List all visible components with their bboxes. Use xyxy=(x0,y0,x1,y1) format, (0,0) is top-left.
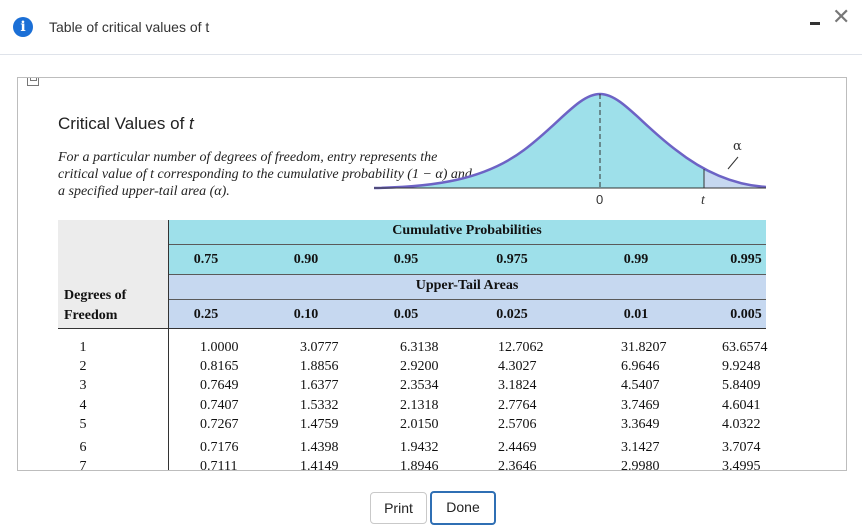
cumulative-band xyxy=(168,220,766,244)
value-cell: 1.8856 xyxy=(300,359,339,374)
cumulative-values-band xyxy=(168,244,766,274)
copy-icon[interactable] xyxy=(27,78,39,86)
value-cell: 3.1824 xyxy=(498,378,537,393)
value-cell: 1.9432 xyxy=(400,440,439,455)
value-cell: 3.1427 xyxy=(621,440,660,455)
upper-tail-header: Upper-Tail Areas xyxy=(415,278,519,293)
df-header-line1: Degrees of xyxy=(64,288,127,303)
value-cell: 9.9248 xyxy=(722,359,761,374)
table-panel: Critical Values of t For a particular nu… xyxy=(17,77,847,471)
value-cell: 2.9980 xyxy=(621,459,660,471)
value-cell: 4.5407 xyxy=(621,378,660,393)
value-cell: 5.8409 xyxy=(722,378,761,393)
value-cell: 2.9200 xyxy=(400,359,439,374)
value-cell: 3.7074 xyxy=(722,440,761,455)
curve-fill-area xyxy=(374,94,766,188)
df-cell: 3 xyxy=(79,378,87,393)
description-text: For a particular number of degrees of fr… xyxy=(58,150,472,199)
upper-tail-col-1: 0.25 xyxy=(193,307,219,322)
upper-tail-col-6: 0.005 xyxy=(730,307,762,322)
upper-tail-values-band xyxy=(168,299,766,329)
cumulative-col-2: 0.90 xyxy=(293,252,319,267)
value-cell: 2.1318 xyxy=(400,398,439,413)
alpha-label: α xyxy=(733,139,742,154)
cumulative-col-4: 0.975 xyxy=(496,252,528,267)
df-cell: 7 xyxy=(79,459,87,471)
value-cell: 1.5332 xyxy=(300,398,339,413)
window-title: Table of critical values of t xyxy=(49,19,210,35)
t-label: t xyxy=(701,193,706,208)
value-cell: 12.7062 xyxy=(498,340,544,355)
value-cell: 6.9646 xyxy=(621,359,660,374)
value-cell: 6.3138 xyxy=(400,340,439,355)
value-cell: 0.7267 xyxy=(200,417,239,432)
close-icon[interactable]: ✕ xyxy=(832,5,851,30)
value-cell: 3.3649 xyxy=(621,417,660,432)
df-cell: 5 xyxy=(79,417,87,432)
value-cell: 2.3534 xyxy=(400,378,439,393)
upper-tail-col-4: 0.025 xyxy=(496,307,528,322)
alpha-pointer xyxy=(727,156,739,170)
cumulative-col-5: 0.99 xyxy=(623,252,649,267)
value-cell: 1.4149 xyxy=(300,459,339,471)
value-cell: 2.5706 xyxy=(498,417,537,432)
value-cell: 0.7176 xyxy=(200,440,239,455)
value-cell: 3.0777 xyxy=(300,340,339,355)
header-divider xyxy=(58,328,766,329)
cumulative-col-1: 0.75 xyxy=(193,252,219,267)
upper-tail-band xyxy=(168,274,766,300)
title-bar: i Table of critical values of t ✕ xyxy=(0,0,862,55)
value-cell: 0.7649 xyxy=(200,378,239,393)
done-button[interactable]: Done xyxy=(430,491,496,525)
cumulative-col-6: 0.995 xyxy=(730,252,762,267)
value-cell: 1.6377 xyxy=(300,378,339,393)
value-cell: 2.4469 xyxy=(498,440,537,455)
page-heading: Critical Values of t xyxy=(58,114,194,134)
heading-text: Critical Values of xyxy=(58,114,190,133)
zero-label: 0 xyxy=(596,192,603,207)
value-cell: 0.7407 xyxy=(200,398,239,413)
value-cell: 2.0150 xyxy=(400,417,439,432)
upper-tail-area xyxy=(704,171,766,188)
cumulative-header: Cumulative Probabilities xyxy=(392,223,542,238)
value-cell: 4.3027 xyxy=(498,359,537,374)
value-cell: 0.7111 xyxy=(200,459,238,471)
value-cell: 1.4398 xyxy=(300,440,339,455)
df-cell: 4 xyxy=(79,398,87,413)
value-cell: 4.6041 xyxy=(722,398,761,413)
value-cell: 2.3646 xyxy=(498,459,537,471)
print-button[interactable]: Print xyxy=(370,492,427,524)
value-cell: 3.4995 xyxy=(722,459,761,471)
info-icon: i xyxy=(13,17,33,37)
t-distribution-figure: α 0 t xyxy=(374,92,766,208)
value-cell: 2.7764 xyxy=(498,398,537,413)
value-cell: 3.7469 xyxy=(621,398,660,413)
minimize-button[interactable] xyxy=(808,16,822,30)
heading-variable: t xyxy=(189,114,194,133)
value-cell: 1.8946 xyxy=(400,459,439,471)
value-cell: 1.0000 xyxy=(200,340,239,355)
df-header-cell xyxy=(58,220,168,328)
upper-tail-col-5: 0.01 xyxy=(623,307,649,322)
df-cell: 6 xyxy=(79,440,87,455)
df-cell: 1 xyxy=(79,340,87,355)
value-cell: 1.4759 xyxy=(300,417,339,432)
upper-tail-col-3: 0.05 xyxy=(393,307,419,322)
cumulative-col-3: 0.95 xyxy=(393,252,419,267)
upper-tail-col-2: 0.10 xyxy=(293,307,319,322)
value-cell: 4.0322 xyxy=(722,417,761,432)
df-column-divider xyxy=(168,220,169,470)
df-header-line2: Freedom xyxy=(64,308,118,323)
value-cell: 63.6574 xyxy=(722,340,768,355)
value-cell: 0.8165 xyxy=(200,359,239,374)
df-cell: 2 xyxy=(79,359,87,374)
value-cell: 31.8207 xyxy=(621,340,667,355)
